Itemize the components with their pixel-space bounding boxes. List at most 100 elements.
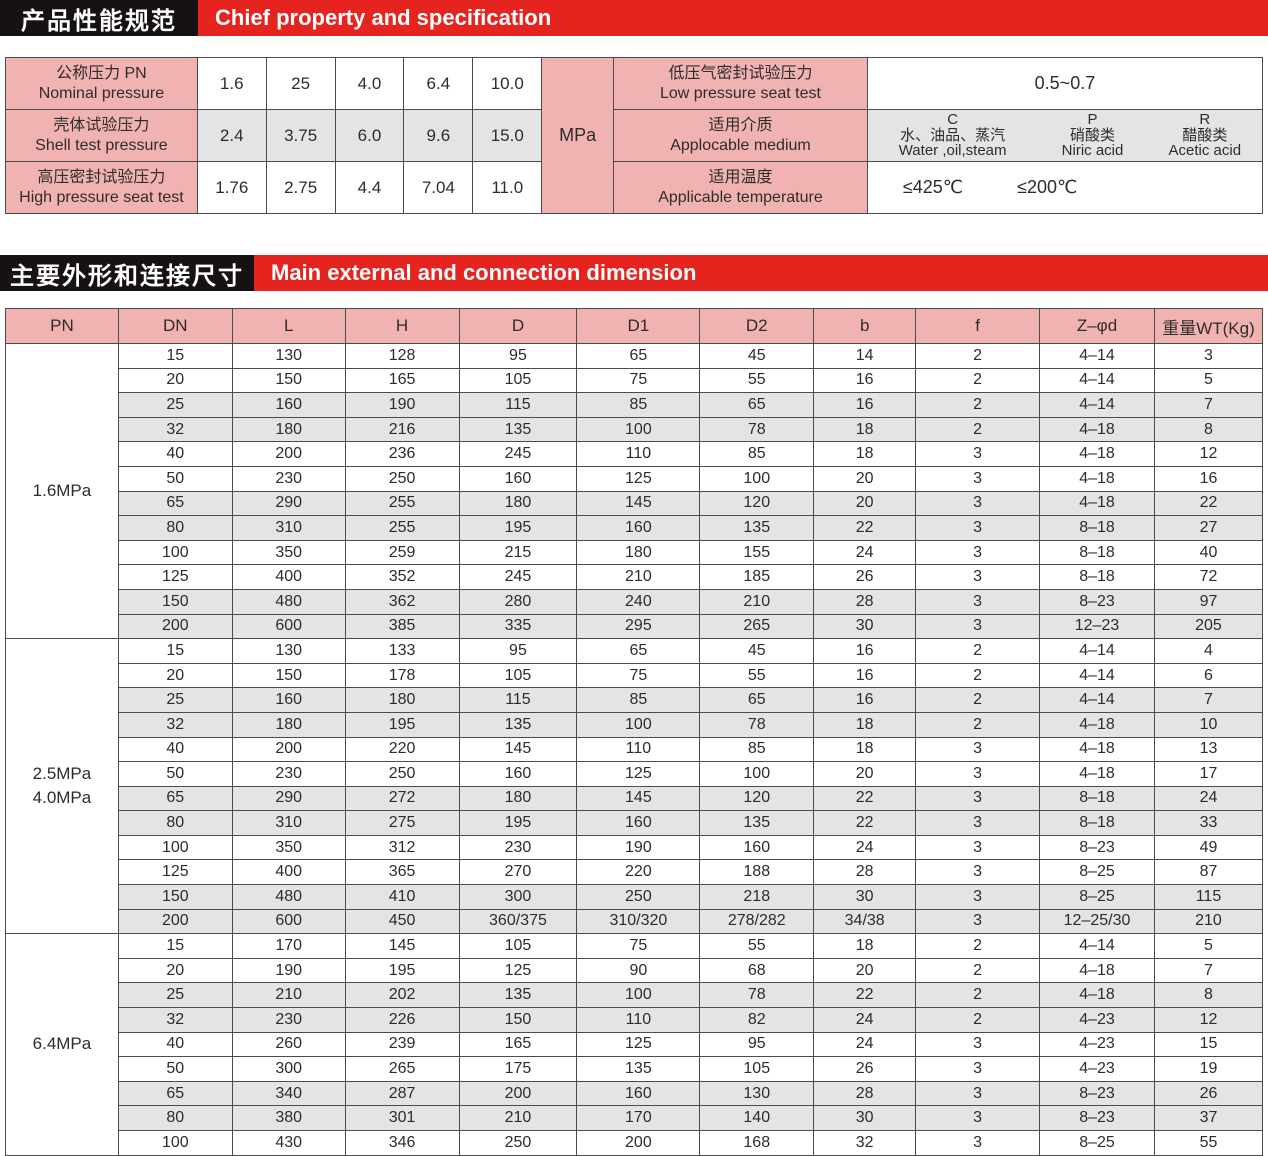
nominal-pressure-label-zh: 公称压力 PN — [56, 64, 147, 82]
dim-cell: 120 — [699, 490, 815, 517]
shell-test-label-en: Shell test pressure — [35, 136, 168, 154]
dim-cell: 170 — [576, 1105, 701, 1131]
dim-table-body: 1.6MPa 15 130 128 95 65 45 14 2 4–14 3 20 150 165 105 7… — [5, 342, 1264, 1156]
dim-cell: 180 — [458, 785, 578, 812]
dim-cell: 165 — [344, 367, 460, 394]
dim-cell: 100 — [699, 761, 815, 787]
table-row: 65 290 255 180 145 120 20 3 4–18 22 — [6, 490, 1264, 517]
high-pressure-seat-value: 1.76 — [196, 161, 267, 214]
dim-cell: 105 — [458, 933, 578, 959]
shell-test-value: 6.0 — [334, 109, 405, 162]
dim-cell: 145 — [458, 736, 578, 763]
dim-column-header: 重量WT(Kg) — [1153, 308, 1264, 344]
dim-cell: 4–23 — [1039, 1056, 1155, 1082]
dim-cell: 3 — [915, 465, 1041, 492]
dim-cell: 210 — [699, 588, 815, 615]
dim-cell: 145 — [576, 785, 701, 812]
dim-cell: 105 — [458, 662, 578, 689]
dim-cell: 110 — [576, 736, 701, 763]
dim-cell: 430 — [231, 1130, 346, 1156]
dim-cell: 160 — [458, 465, 578, 492]
dim-cell: 120 — [699, 785, 815, 812]
dim-cell: 480 — [231, 588, 346, 615]
applicable-temperature-values: ≤425℃ ≤200℃ — [866, 161, 1264, 214]
dim-column-header: H — [344, 308, 460, 344]
dim-cell: 100 — [117, 834, 233, 861]
dim-cell: 78 — [699, 416, 815, 443]
nominal-pressure-label: 公称压力 PN Nominal pressure — [5, 57, 198, 110]
dim-cell: 13 — [1153, 736, 1264, 763]
dim-cell: 350 — [231, 834, 346, 861]
dim-cell: 3 — [915, 539, 1041, 566]
dim-cell: 85 — [576, 687, 701, 713]
dim-cell: 4–18 — [1039, 465, 1155, 492]
dim-cell: 4–18 — [1039, 736, 1155, 763]
dim-cell: 200 — [576, 1130, 701, 1156]
dim-cell: 30 — [813, 884, 917, 910]
dim-cell: 385 — [344, 613, 460, 640]
dim-cell: 4 — [1153, 638, 1264, 664]
dim-cell: 3 — [915, 1105, 1041, 1131]
dim-cell: 4–18 — [1039, 957, 1155, 984]
dim-cell: 195 — [344, 711, 460, 738]
dim-cell: 600 — [231, 613, 346, 640]
dim-cell: 25 — [117, 392, 233, 418]
dim-cell: 3 — [915, 761, 1041, 787]
high-pressure-seat-label: 高压密封试验压力 High pressure seat test — [5, 161, 198, 214]
dim-column-header: D — [458, 308, 578, 344]
dim-cell: 22 — [813, 515, 917, 541]
dim-cell: 115 — [1153, 884, 1264, 910]
dim-cell: 27 — [1153, 515, 1264, 541]
dim-cell: 245 — [458, 441, 578, 467]
dim-cell: 2 — [915, 416, 1041, 443]
dim-cell: 2 — [915, 638, 1041, 664]
dim-cell: 3 — [915, 810, 1041, 836]
table-row: 200 600 450 360/375 310/320 278/282 34/38 3 12–2… — [6, 908, 1264, 935]
dim-cell: 7 — [1153, 957, 1264, 984]
applicable-temperature-label: 适用温度 Applicable temperature — [613, 161, 868, 214]
spec-row-nominal: 公称压力 PN Nominal pressure 1.6 25 4.0 6.4 … — [5, 57, 1264, 214]
dim-cell: 16 — [1153, 465, 1264, 492]
dim-column-header: f — [915, 308, 1041, 344]
dim-cell: 160 — [231, 687, 346, 713]
dim-cell: 226 — [344, 1007, 460, 1033]
dim-cell: 20 — [813, 761, 917, 787]
dim-cell: 4–14 — [1039, 392, 1155, 418]
dim-cell: 18 — [813, 933, 917, 959]
table-row: 100 430 346 250 200 168 32 3 8–25 55 — [6, 1130, 1264, 1156]
low-pressure-seat-value: 0.5~0.7 — [866, 57, 1264, 110]
dim-cell: 3 — [915, 859, 1041, 886]
table-row: 2.5MPa 4.0MPa 15 130 133 95 65 45 16 2 4–14 4 — [5, 638, 1264, 935]
dim-cell: 34/38 — [813, 908, 917, 935]
dim-column-header: D2 — [699, 308, 815, 344]
dim-cell: 190 — [231, 957, 346, 984]
nominal-pressure-value: 4.0 — [334, 57, 405, 110]
high-pressure-seat-value: 7.04 — [403, 161, 474, 214]
dim-cell: 18 — [813, 736, 917, 763]
dim-cell: 100 — [576, 711, 701, 738]
dim-cell: 24 — [813, 1007, 917, 1033]
dim-cell: 8–23 — [1039, 1080, 1155, 1107]
dim-cell: 160 — [576, 1080, 701, 1107]
spec-table: 公称压力 PN Nominal pressure 1.6 25 4.0 6.4 … — [5, 57, 1264, 214]
dim-cell: 95 — [699, 1031, 815, 1058]
table-row: 150 480 410 300 250 218 30 3 8–25 115 — [6, 884, 1264, 910]
dim-cell: 2 — [915, 1007, 1041, 1033]
dim-cell: 340 — [231, 1080, 346, 1107]
dim-cell: 50 — [117, 761, 233, 787]
table-row: 32 230 226 150 110 82 24 2 4–23 12 — [6, 1007, 1264, 1033]
dim-cell: 8–25 — [1039, 1130, 1155, 1156]
dim-cell: 270 — [458, 859, 578, 886]
dim-cell: 100 — [699, 465, 815, 492]
dim-cell: 216 — [344, 416, 460, 443]
pn-group-label: 2.5MPa 4.0MPa — [5, 638, 119, 935]
dim-cell: 3 — [915, 1080, 1041, 1107]
dim-cell: 24 — [813, 834, 917, 861]
dim-cell: 210 — [576, 564, 701, 590]
dim-cell: 68 — [699, 957, 815, 984]
table-row: 40 200 220 145 110 85 18 3 4–18 13 — [6, 736, 1264, 763]
table-row: 50 300 265 175 135 105 26 3 4–23 19 — [6, 1056, 1264, 1082]
dim-cell: 65 — [117, 1080, 233, 1107]
table-row: 100 350 312 230 190 160 24 3 8–23 49 — [6, 834, 1264, 861]
dim-cell: 145 — [344, 933, 460, 959]
